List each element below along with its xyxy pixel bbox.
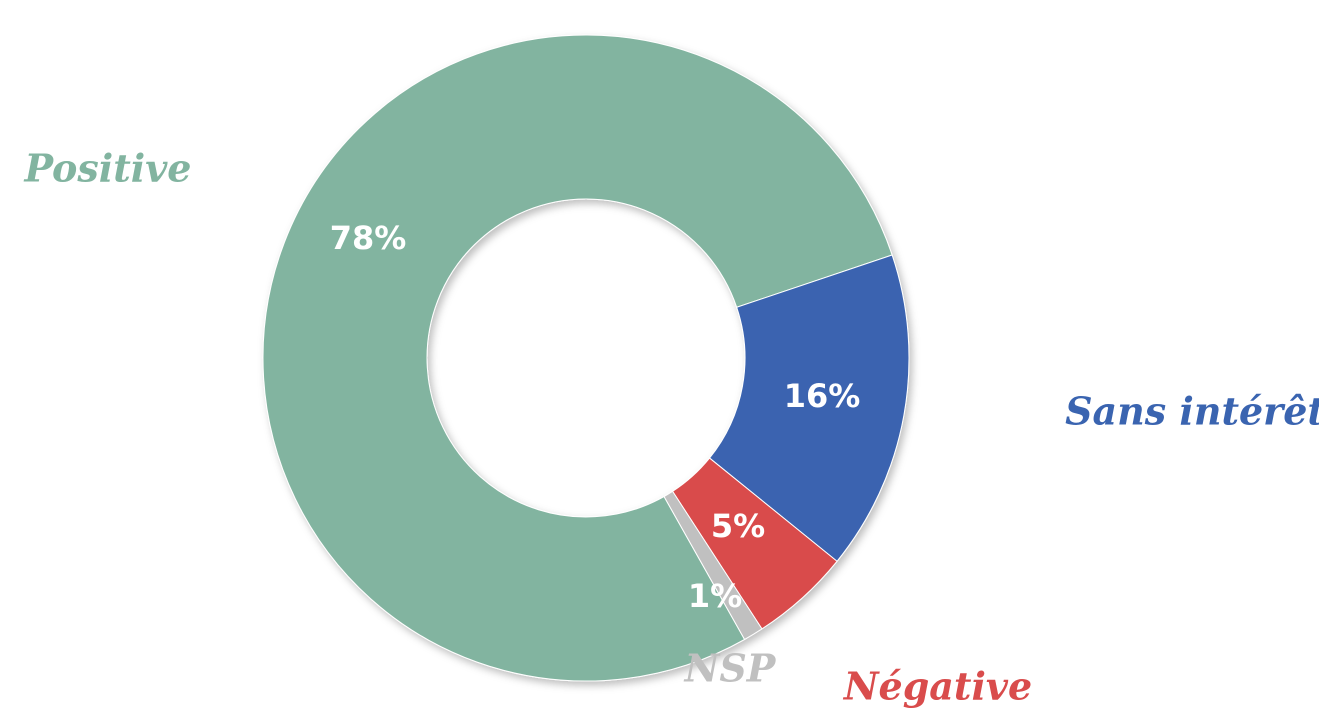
value-label: 78% <box>330 219 407 257</box>
slice <box>708 254 910 562</box>
category-label: NSP <box>684 646 777 691</box>
category-label: Positive <box>24 146 192 191</box>
value-label: 5% <box>711 507 765 545</box>
value-label: 16% <box>784 377 861 415</box>
value-label: 1% <box>688 577 742 615</box>
category-label: Sans intérêt <box>1065 389 1319 434</box>
slice <box>663 490 763 641</box>
slice <box>262 34 893 682</box>
category-label: Négative <box>843 664 1032 709</box>
donut <box>262 34 910 682</box>
